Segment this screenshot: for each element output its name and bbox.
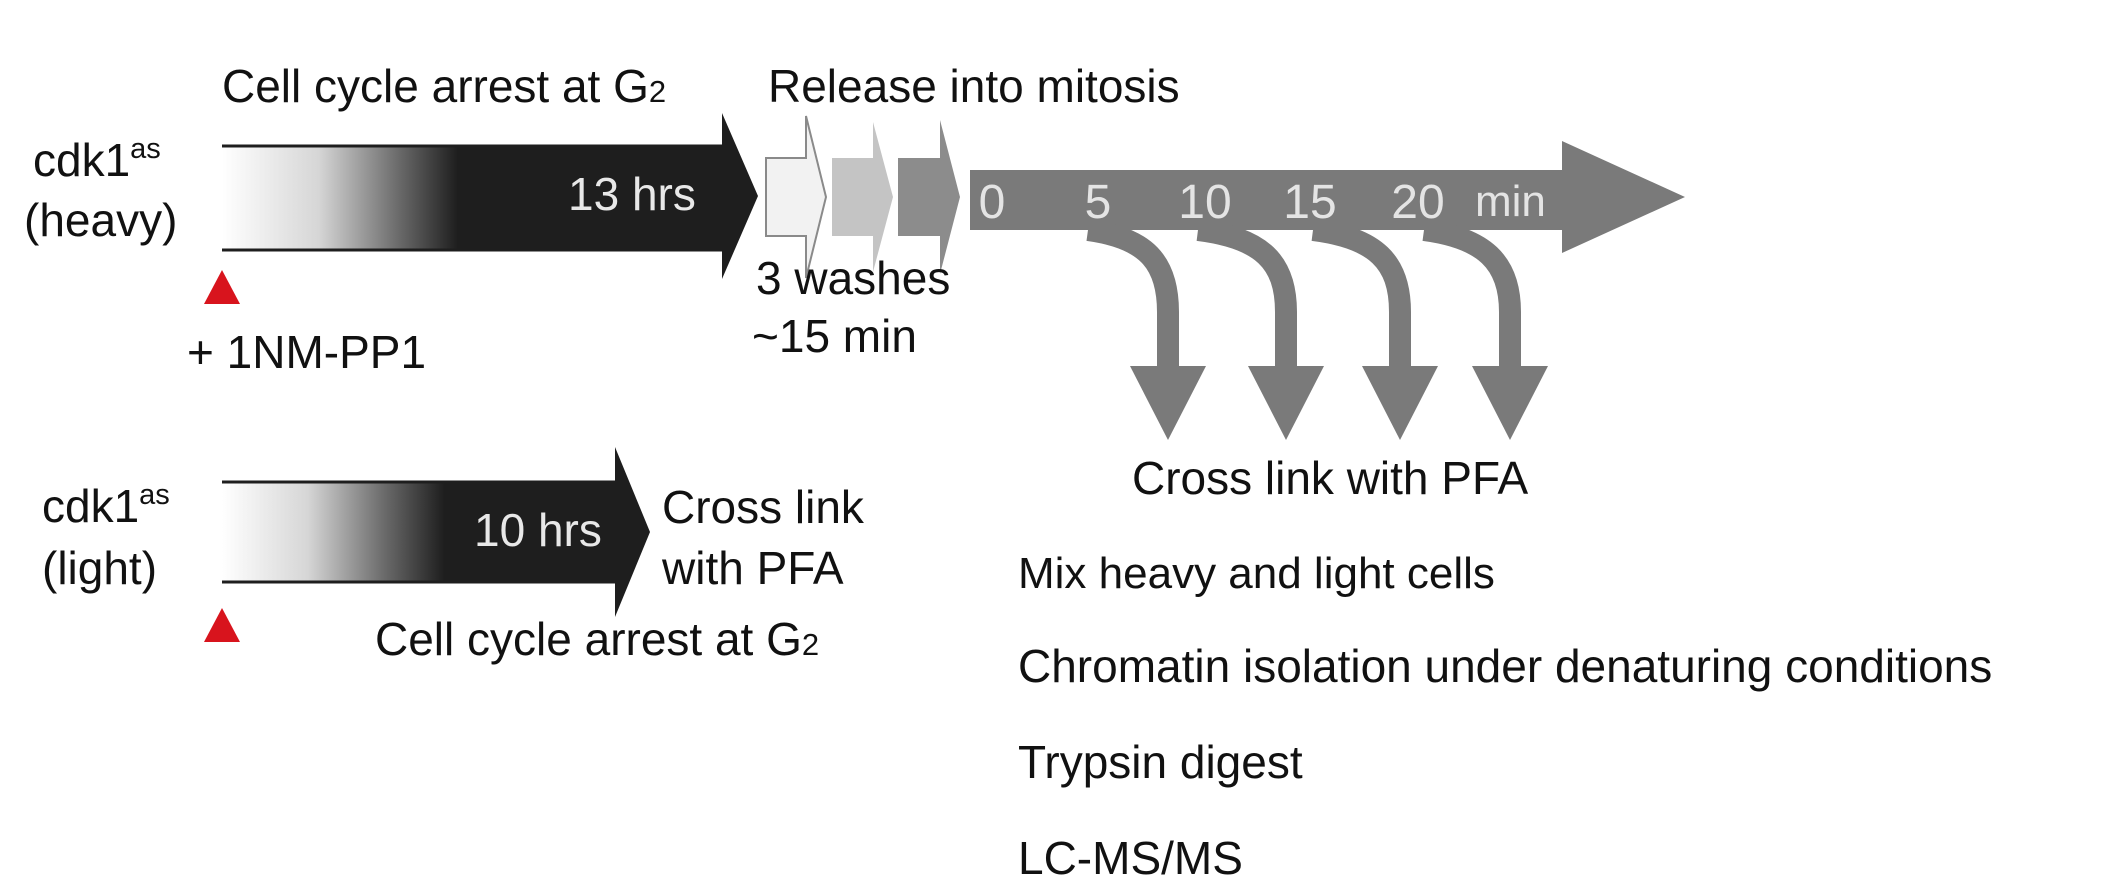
crosslink-arrowhead-5min bbox=[1130, 366, 1206, 440]
release-title: Release into mitosis bbox=[768, 60, 1180, 112]
step-mix: Mix heavy and light cells bbox=[1018, 549, 1495, 598]
step-trypsin: Trypsin digest bbox=[1018, 736, 1303, 788]
time-unit: min bbox=[1475, 177, 1546, 226]
light-crosslink-line2: with PFA bbox=[661, 542, 844, 594]
crosslink-arrowhead-15min bbox=[1362, 366, 1438, 440]
crosslink-arrow-10min bbox=[1196, 219, 1297, 368]
heavy-arrest-title: Cell cycle arrest at G2 bbox=[222, 60, 666, 112]
crosslink-arrow-20min bbox=[1422, 219, 1521, 368]
timeline-arrow bbox=[970, 141, 1685, 253]
crosslink-arrow-15min bbox=[1311, 219, 1411, 368]
heavy-arrest-arrow bbox=[222, 113, 758, 279]
step-chromatin: Chromatin isolation under denaturing con… bbox=[1018, 640, 1992, 692]
time-tick: 20 bbox=[1391, 176, 1444, 229]
crosslink-arrowhead-20min bbox=[1472, 366, 1548, 440]
crosslink-arrowhead-10min bbox=[1248, 366, 1324, 440]
heavy-cell-name: cdk1as bbox=[33, 133, 161, 186]
heavy-duration: 13 hrs bbox=[568, 168, 696, 220]
crosslink-arrow-5min bbox=[1086, 219, 1179, 368]
light-arrest-arrow bbox=[222, 447, 650, 617]
light-drug-marker bbox=[204, 608, 240, 642]
drug-label: + 1NM-PP1 bbox=[187, 326, 426, 378]
light-cell-label: (light) bbox=[42, 542, 157, 594]
light-arrest-title: Cell cycle arrest at G2 bbox=[375, 613, 819, 665]
washes-duration: ~15 min bbox=[752, 310, 917, 362]
time-tick: 0 bbox=[979, 176, 1006, 229]
wash-arrow-3 bbox=[898, 120, 960, 274]
time-tick: 5 bbox=[1085, 176, 1112, 229]
washes-count: 3 washes bbox=[756, 252, 950, 304]
step-lcms: LC-MS/MS bbox=[1018, 832, 1243, 884]
heavy-drug-marker bbox=[204, 270, 240, 304]
time-tick: 15 bbox=[1283, 176, 1336, 229]
wash-arrow-2 bbox=[832, 122, 893, 272]
light-crosslink-line1: Cross link bbox=[662, 481, 865, 533]
heavy-cell-label: (heavy) bbox=[24, 194, 177, 246]
crosslink-label: Cross link with PFA bbox=[1132, 452, 1529, 504]
wash-arrow-1 bbox=[765, 115, 828, 279]
light-cell-name: cdk1as bbox=[42, 479, 170, 532]
light-duration: 10 hrs bbox=[474, 504, 602, 556]
